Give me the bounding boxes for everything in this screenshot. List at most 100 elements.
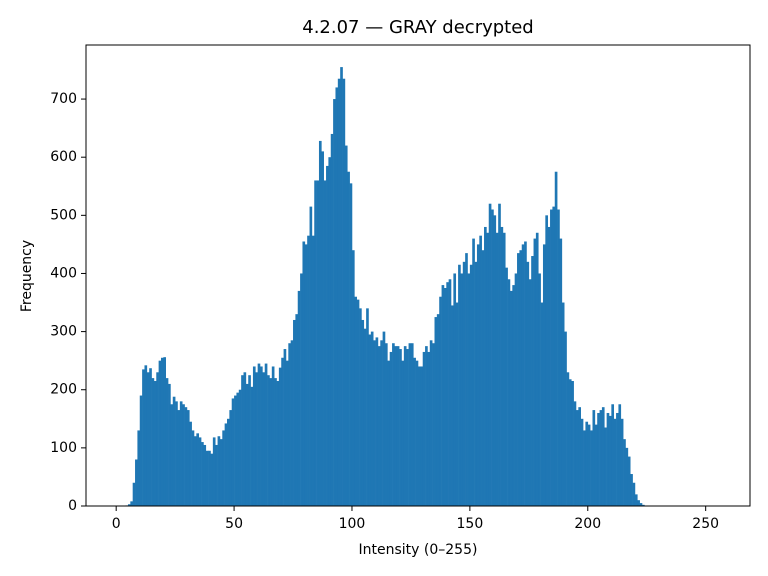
bar	[210, 453, 214, 506]
bar	[186, 410, 190, 506]
bar	[163, 357, 166, 506]
bar	[403, 346, 407, 506]
bar	[392, 343, 395, 506]
bar	[328, 157, 332, 506]
bar	[297, 290, 301, 506]
bar	[356, 299, 360, 506]
bar	[410, 343, 414, 506]
y-tick-label: 100	[50, 440, 77, 456]
y-tick-label: 0	[68, 498, 77, 514]
bar	[182, 404, 185, 506]
bar	[245, 383, 249, 506]
bar	[384, 343, 388, 506]
bar	[637, 500, 640, 506]
bar	[472, 238, 475, 506]
bar	[616, 412, 619, 506]
bar	[458, 264, 461, 506]
bar	[170, 404, 174, 506]
y-tick-label: 200	[50, 382, 77, 398]
bar	[387, 360, 391, 506]
bar	[153, 381, 157, 506]
bar	[474, 261, 478, 506]
bar	[547, 226, 551, 507]
bar	[342, 78, 346, 506]
bar	[533, 238, 537, 506]
bar	[368, 334, 372, 506]
bar	[227, 418, 230, 506]
bar	[337, 78, 341, 506]
bar	[370, 331, 374, 506]
bar	[304, 244, 308, 506]
bar	[193, 436, 197, 506]
bar	[318, 140, 322, 507]
bar	[314, 180, 317, 506]
bar	[316, 180, 320, 506]
bar	[554, 171, 558, 507]
bar	[349, 183, 353, 506]
bar	[205, 450, 209, 506]
bar	[135, 459, 138, 506]
bar	[344, 145, 348, 507]
bar	[642, 504, 645, 506]
bar	[552, 206, 556, 506]
bar	[271, 366, 275, 506]
bar	[455, 302, 459, 506]
bar	[408, 343, 412, 506]
bar	[224, 423, 228, 506]
bar	[436, 314, 440, 506]
bar	[632, 482, 636, 506]
x-tick-label: 50	[225, 516, 243, 532]
bar	[382, 331, 386, 506]
bar	[498, 203, 501, 506]
bar	[561, 302, 565, 506]
bar	[484, 226, 487, 507]
bar	[191, 430, 195, 506]
bar	[573, 401, 577, 506]
bar	[184, 407, 188, 506]
bar	[330, 133, 334, 506]
bar	[158, 360, 162, 506]
bar	[373, 340, 376, 506]
bar	[439, 296, 442, 506]
bar	[465, 253, 468, 506]
bar	[340, 67, 343, 507]
x-tick-label: 100	[339, 516, 366, 532]
bar	[587, 424, 591, 506]
y-tick-label: 500	[50, 207, 77, 223]
bar	[453, 273, 457, 506]
bar	[396, 346, 400, 506]
bar	[323, 180, 327, 506]
bar	[257, 363, 261, 506]
bar	[307, 235, 310, 506]
bar	[219, 439, 223, 506]
bar	[198, 437, 202, 506]
bar	[495, 232, 499, 506]
bar	[295, 314, 299, 506]
bar	[267, 375, 270, 506]
bar	[406, 349, 409, 506]
bar	[196, 433, 200, 506]
y-axis-label: Frequency	[19, 240, 35, 312]
bar	[524, 241, 527, 506]
bar	[425, 346, 428, 506]
bar	[538, 273, 541, 506]
bar	[601, 407, 605, 506]
bar	[517, 253, 520, 506]
bar	[429, 340, 433, 506]
bar	[611, 404, 615, 506]
bar	[377, 346, 381, 506]
bar	[281, 357, 284, 506]
bar	[363, 328, 367, 506]
bar	[566, 372, 570, 506]
bar	[189, 421, 192, 506]
bar	[262, 372, 266, 506]
bar	[401, 360, 405, 506]
bar	[222, 430, 225, 506]
bar	[507, 279, 511, 506]
bar	[309, 206, 313, 506]
bar	[476, 244, 480, 506]
bar	[441, 285, 445, 506]
bar	[130, 501, 133, 506]
bar	[215, 444, 218, 506]
